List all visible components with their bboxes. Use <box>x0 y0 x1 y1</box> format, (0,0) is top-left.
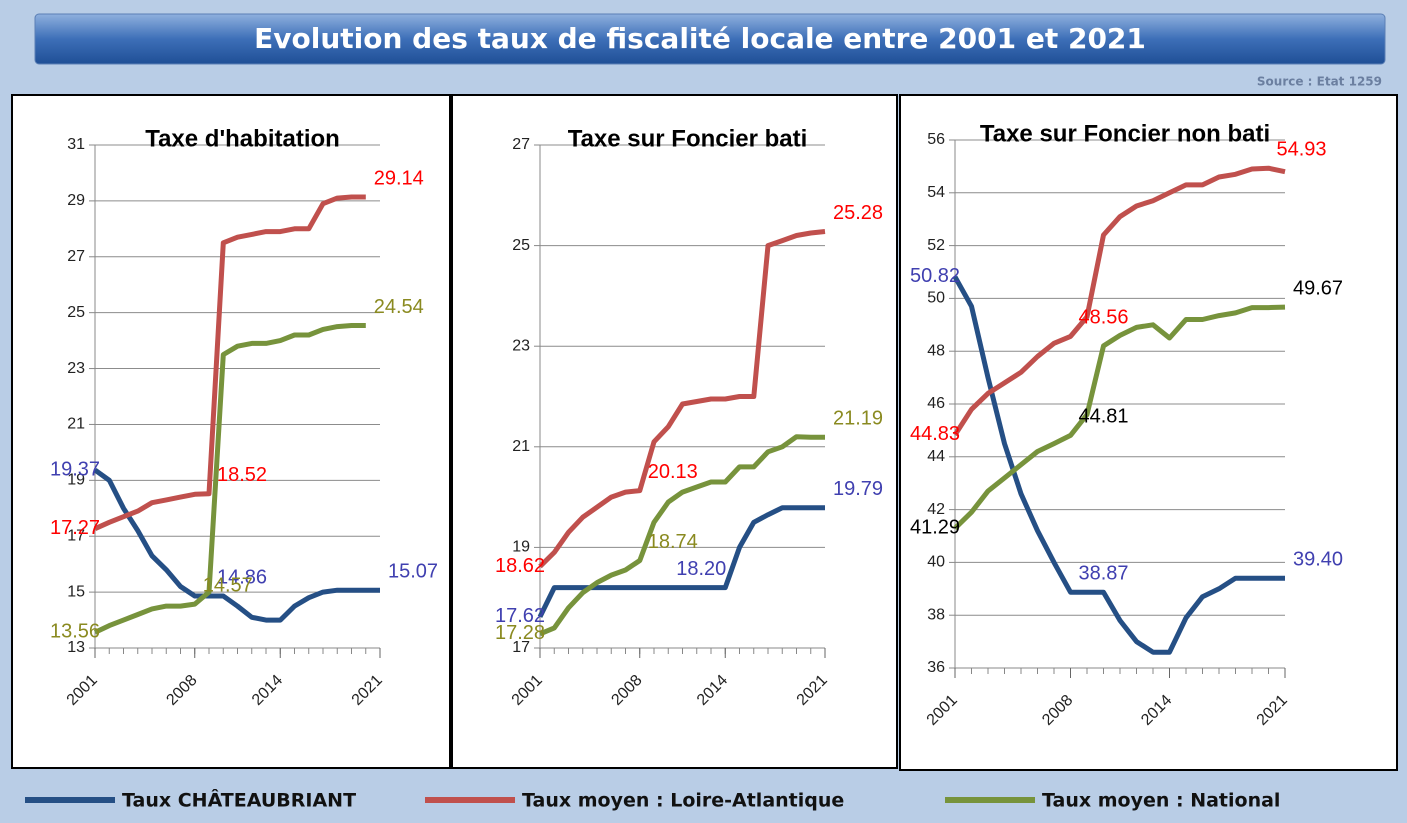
data-label: 48.56 <box>1079 307 1129 329</box>
data-label: 17.62 <box>495 605 545 627</box>
data-label: 25.28 <box>833 202 883 224</box>
y-tick-label: 36 <box>927 659 945 676</box>
data-label: 18.20 <box>676 558 726 580</box>
data-label: 18.62 <box>495 555 545 577</box>
data-label: 18.52 <box>217 464 267 486</box>
y-tick-label: 31 <box>67 136 85 153</box>
data-label: 49.67 <box>1293 277 1343 299</box>
data-label: 18.74 <box>648 531 698 553</box>
y-tick-label: 42 <box>927 501 945 518</box>
data-label: 39.40 <box>1293 549 1343 571</box>
panel <box>899 94 1398 771</box>
series-line <box>538 229 826 569</box>
data-label: 41.29 <box>910 517 960 539</box>
y-tick-label: 23 <box>67 360 85 377</box>
data-label: 17.27 <box>50 517 100 539</box>
title-banner <box>34 13 1386 65</box>
data-label: 19.37 <box>50 458 100 480</box>
y-tick-label: 44 <box>927 448 945 465</box>
data-label: 14.57 <box>203 574 253 596</box>
data-label: 38.87 <box>1079 563 1129 585</box>
series-line <box>93 194 366 531</box>
y-tick-label: 27 <box>67 248 85 265</box>
panel <box>451 94 898 769</box>
y-tick-label: 21 <box>512 438 530 455</box>
y-tick-label: 19 <box>67 472 85 489</box>
data-label: 13.56 <box>50 621 100 643</box>
chart-title: Taxe sur Foncier non bati <box>980 120 1270 147</box>
page-title: Evolution des taux de fiscalité locale e… <box>254 22 1146 55</box>
y-tick-label: 15 <box>67 583 85 600</box>
chart-title: Taxe sur Foncier bati <box>568 125 808 152</box>
data-label: 44.83 <box>910 423 960 445</box>
chart-title: Taxe d'habitation <box>145 125 340 152</box>
data-label: 19.79 <box>833 478 883 500</box>
data-label: 54.93 <box>1277 139 1327 161</box>
data-label: 21.19 <box>833 408 883 430</box>
series-line <box>952 275 1285 655</box>
y-tick-label: 48 <box>927 342 945 359</box>
data-label: 44.81 <box>1079 406 1129 428</box>
y-tick-label: 19 <box>512 539 530 556</box>
series-line <box>953 304 1286 531</box>
series-line <box>93 467 380 623</box>
data-label: 24.54 <box>374 296 424 318</box>
y-tick-label: 52 <box>927 237 945 254</box>
y-tick-label: 21 <box>67 416 85 433</box>
y-tick-label: 38 <box>927 606 945 623</box>
y-tick-label: 13 <box>67 639 85 656</box>
data-label: 15.07 <box>388 560 438 582</box>
data-label: 17.28 <box>495 622 545 644</box>
y-tick-label: 54 <box>927 184 945 201</box>
y-tick-label: 17 <box>67 527 85 544</box>
source: Source : Etat 1259 <box>1257 75 1382 89</box>
series-line <box>539 434 825 637</box>
panel <box>11 94 451 769</box>
series-line <box>93 323 366 635</box>
y-tick-label: 25 <box>512 237 530 254</box>
y-tick-label: 56 <box>927 131 945 148</box>
y-tick-label: 29 <box>67 192 85 209</box>
legend-label: Taux CHÂTEAUBRIANT <box>122 789 356 812</box>
y-tick-label: 23 <box>512 337 530 354</box>
data-label: 50.82 <box>910 265 960 287</box>
legend-label: Taux moyen : Loire-Atlantique <box>522 790 844 812</box>
series-line <box>952 165 1286 437</box>
y-tick-label: 17 <box>512 639 530 656</box>
y-tick-label: 46 <box>927 395 945 412</box>
data-label: 14.86 <box>217 566 267 588</box>
data-label: 20.13 <box>648 461 698 483</box>
y-tick-label: 50 <box>927 290 945 307</box>
y-tick-label: 25 <box>67 304 85 321</box>
y-tick-label: 40 <box>927 554 945 571</box>
legend-label: Taux moyen : National <box>1042 790 1280 812</box>
y-tick-label: 27 <box>512 136 530 153</box>
data-label: 29.14 <box>374 167 424 189</box>
legend: Taux CHÂTEAUBRIANT Taux moyen : Loire-Atl… <box>25 789 1280 812</box>
